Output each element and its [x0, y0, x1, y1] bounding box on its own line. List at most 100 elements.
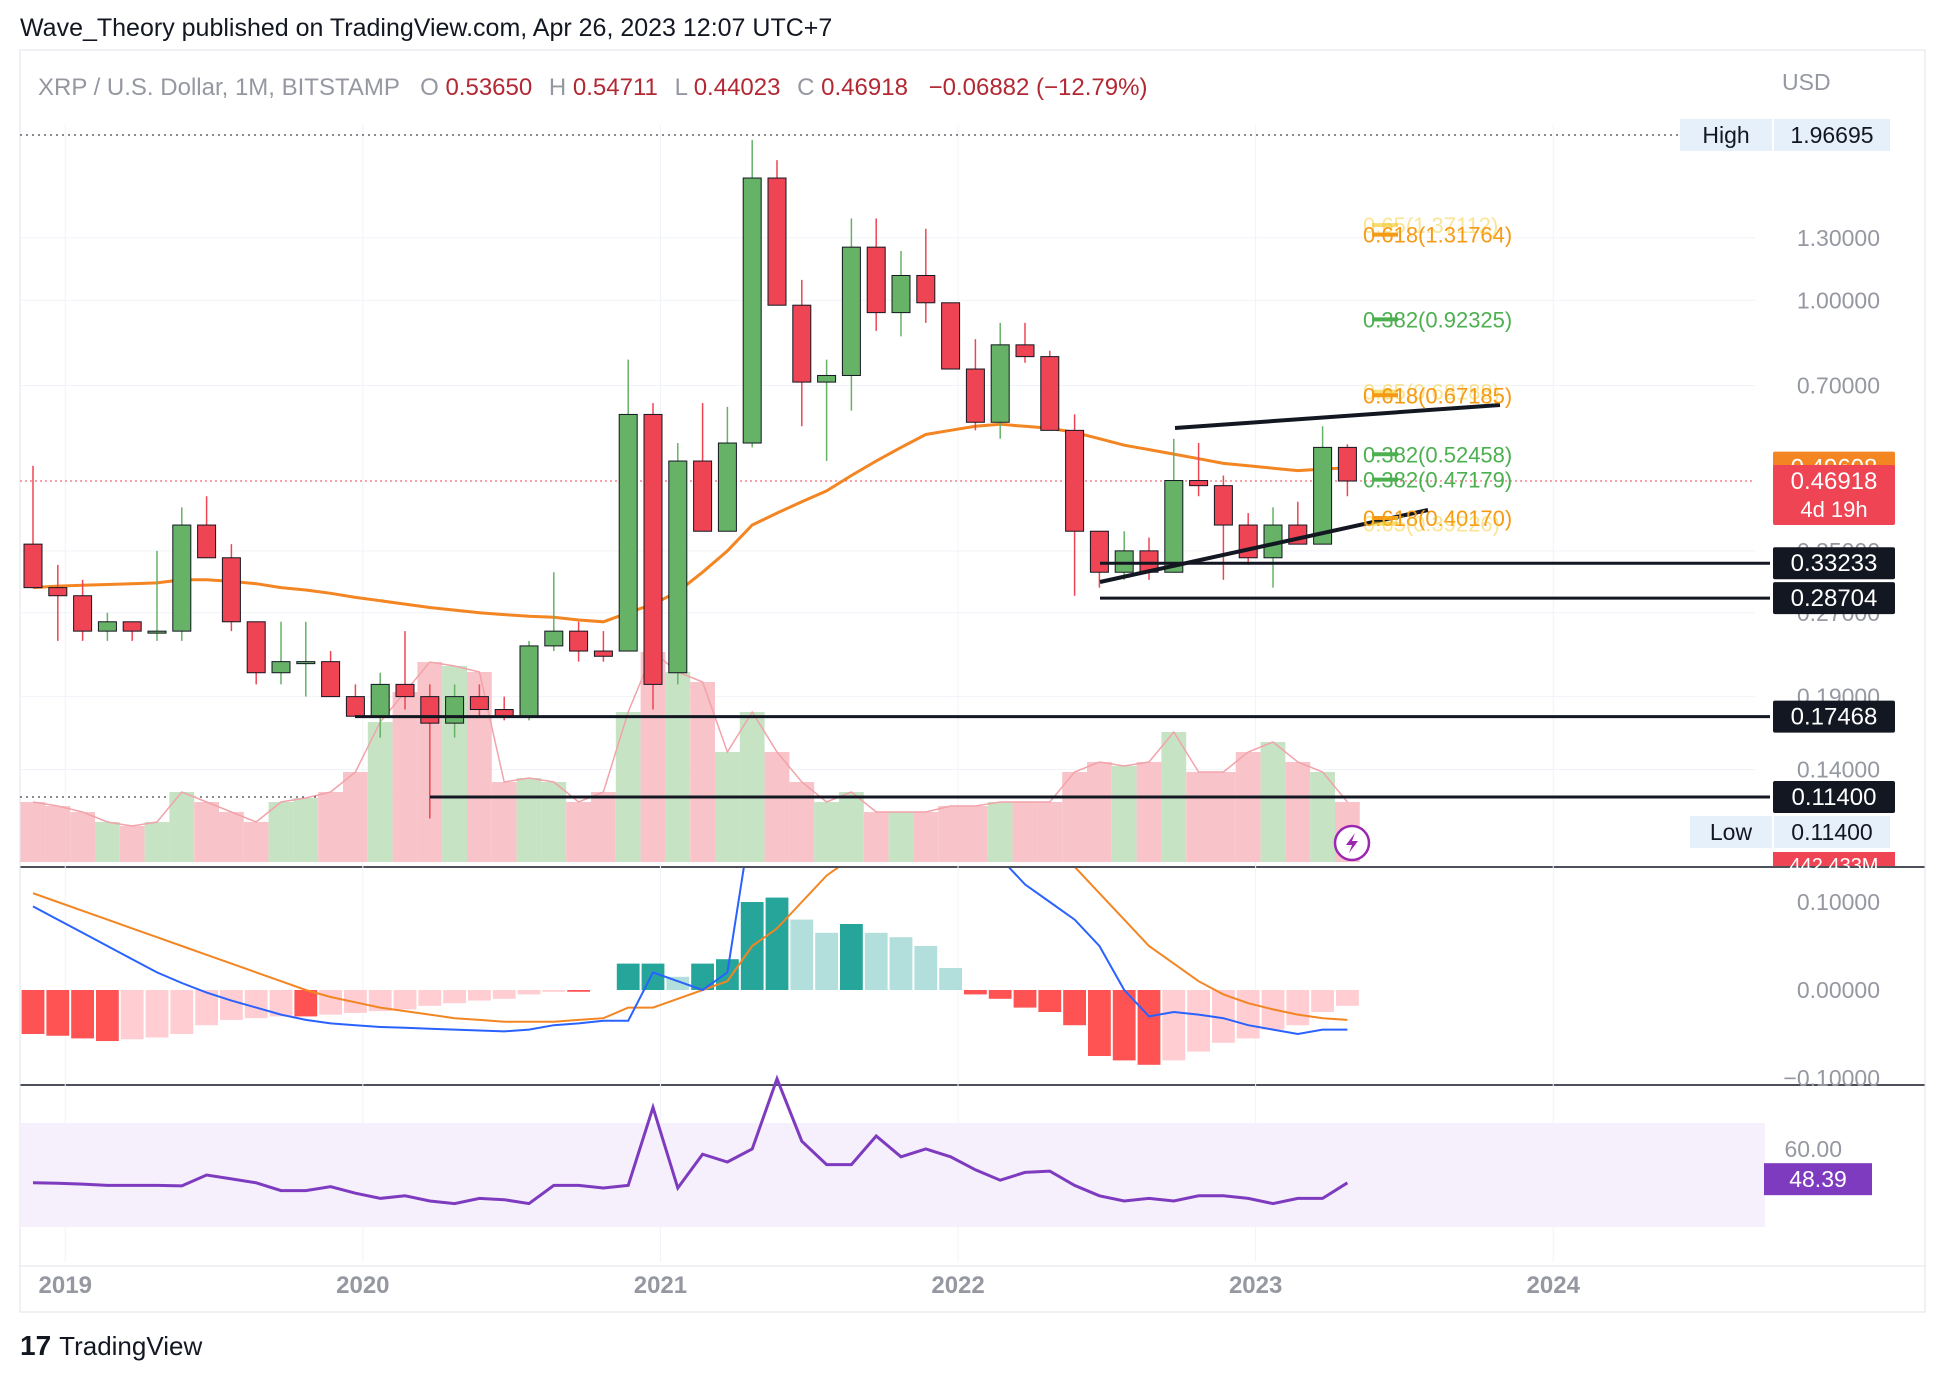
macd-line: [32, 868, 1348, 1036]
candle-body: [395, 683, 415, 698]
time-tick-label: 2022: [931, 1272, 984, 1299]
macd-histogram-bar: [1112, 990, 1136, 1061]
macd-histogram-bar: [716, 959, 739, 990]
time-tick-label: 2021: [634, 1272, 687, 1299]
macd-histogram-bar: [443, 990, 466, 1004]
open-label: O: [420, 74, 439, 101]
volume-bar: [987, 802, 1013, 862]
macd-histogram-bar: [864, 932, 888, 990]
volume-bar: [715, 752, 740, 862]
macd-tick-label: 0.00000: [1797, 977, 1880, 1003]
close-value: 0.46918: [821, 74, 908, 101]
price-tag-value: 0.17468: [1791, 704, 1878, 731]
volume-bar: [690, 682, 715, 862]
macd-histogram-bar: [492, 990, 516, 999]
candle-body: [97, 621, 117, 632]
macd-tick-label: 0.10000: [1797, 889, 1880, 915]
volume-bar: [293, 798, 319, 862]
candle-body: [1114, 550, 1134, 573]
candle-body: [990, 344, 1010, 423]
candle-body: [172, 524, 192, 632]
price-axis: 1.300001.000000.700000.350000.270000.190…: [1797, 225, 1880, 783]
volume-bar: [1235, 752, 1261, 862]
volume-bar: [1012, 802, 1038, 862]
rsi-band: [20, 1123, 1765, 1227]
volume-bar: [343, 772, 368, 862]
high-marker-value-box: [1774, 119, 1890, 151]
macd-histogram-bar: [195, 990, 218, 1026]
candle-body: [296, 661, 316, 665]
price-tag-box: [1773, 582, 1895, 615]
macd-histogram-bar: [567, 990, 590, 992]
macd-histogram-bar: [1311, 990, 1334, 1012]
volume-bar: [144, 822, 170, 862]
grid: [20, 125, 1755, 1262]
macd-histogram-bar: [1013, 990, 1037, 1008]
volume-bar: [219, 812, 244, 862]
price-tick-label: 1.00000: [1797, 287, 1880, 313]
candle-body: [1337, 446, 1357, 482]
macd-histogram-bar: [170, 990, 194, 1034]
fib-label: 0.618(0.67185): [1363, 383, 1512, 408]
volume-bar: [764, 752, 790, 862]
macd-histogram-bar: [939, 968, 962, 990]
volume-bar: [665, 672, 691, 862]
close-label: C: [797, 74, 814, 101]
candle-body: [841, 246, 861, 376]
macd-histogram-bar: [1162, 990, 1186, 1061]
lightning-icon[interactable]: [1333, 824, 1371, 862]
volume-bar: [1186, 772, 1211, 862]
macd-histogram-bar: [46, 990, 70, 1036]
volume-bar: [392, 692, 418, 862]
volume-bar: [491, 782, 517, 862]
candle-body: [48, 587, 68, 597]
macd-histogram-bar: [616, 963, 640, 990]
volume-bar: [318, 792, 343, 862]
moving-average: [32, 422, 1348, 624]
price-tick-label: 0.70000: [1797, 372, 1880, 398]
fib-label: 0.382(0.92325): [1363, 307, 1512, 332]
low-marker-box: [1690, 816, 1772, 848]
macd-histogram-bar: [765, 897, 789, 990]
volume-tag-value: 442.433M: [1790, 855, 1879, 877]
macd-tick-label: −0.10000: [1783, 1065, 1880, 1091]
candle-body: [767, 177, 787, 306]
candle-body: [742, 177, 762, 444]
chart-frame: [19, 49, 1926, 1313]
fib-levels: 0.65(1.37112)0.618(1.31764)0.382(0.92325…: [1363, 213, 1512, 537]
volume-bar: [1087, 762, 1112, 862]
volume-bar: [1211, 772, 1236, 862]
volume-bar: [119, 826, 145, 862]
volume-bar: [169, 792, 195, 862]
currency-label: USD: [1782, 69, 1831, 95]
volume-bar: [1136, 762, 1162, 862]
symbol-name: XRP / U.S. Dollar, 1M, BITSTAMP: [38, 74, 399, 101]
macd-histogram-bar: [517, 990, 541, 995]
price-tick-label: 0.14000: [1797, 756, 1880, 782]
macd-histogram-bar: [1336, 990, 1359, 1006]
volume-bar: [1062, 772, 1087, 862]
publisher-header: Wave_Theory published on TradingView.com…: [20, 14, 833, 42]
macd-histogram-bar: [914, 946, 938, 990]
candle-body: [643, 413, 663, 685]
volume-bar: [591, 792, 616, 862]
low-marker-label: Low: [1710, 819, 1753, 845]
price-tag-box: [1773, 464, 1895, 525]
high-label: H: [549, 74, 566, 101]
candle-body: [519, 645, 539, 717]
volume-bar: [839, 792, 864, 862]
low-marker-value: 0.11400: [1791, 819, 1872, 845]
volume-bar: [863, 812, 889, 862]
volume-bar: [1285, 762, 1311, 862]
tradingview-logo-icon[interactable]: 17: [20, 1330, 52, 1361]
volume-bar: [70, 812, 95, 862]
macd-histogram-bar: [1236, 990, 1260, 1039]
macd-histogram-bar: [244, 990, 268, 1019]
candles: [23, 139, 1357, 819]
candle-body: [1040, 356, 1060, 431]
volume-bar: [95, 822, 120, 862]
tradingview-brand[interactable]: TradingView: [59, 1330, 203, 1361]
candle-body: [271, 661, 291, 674]
